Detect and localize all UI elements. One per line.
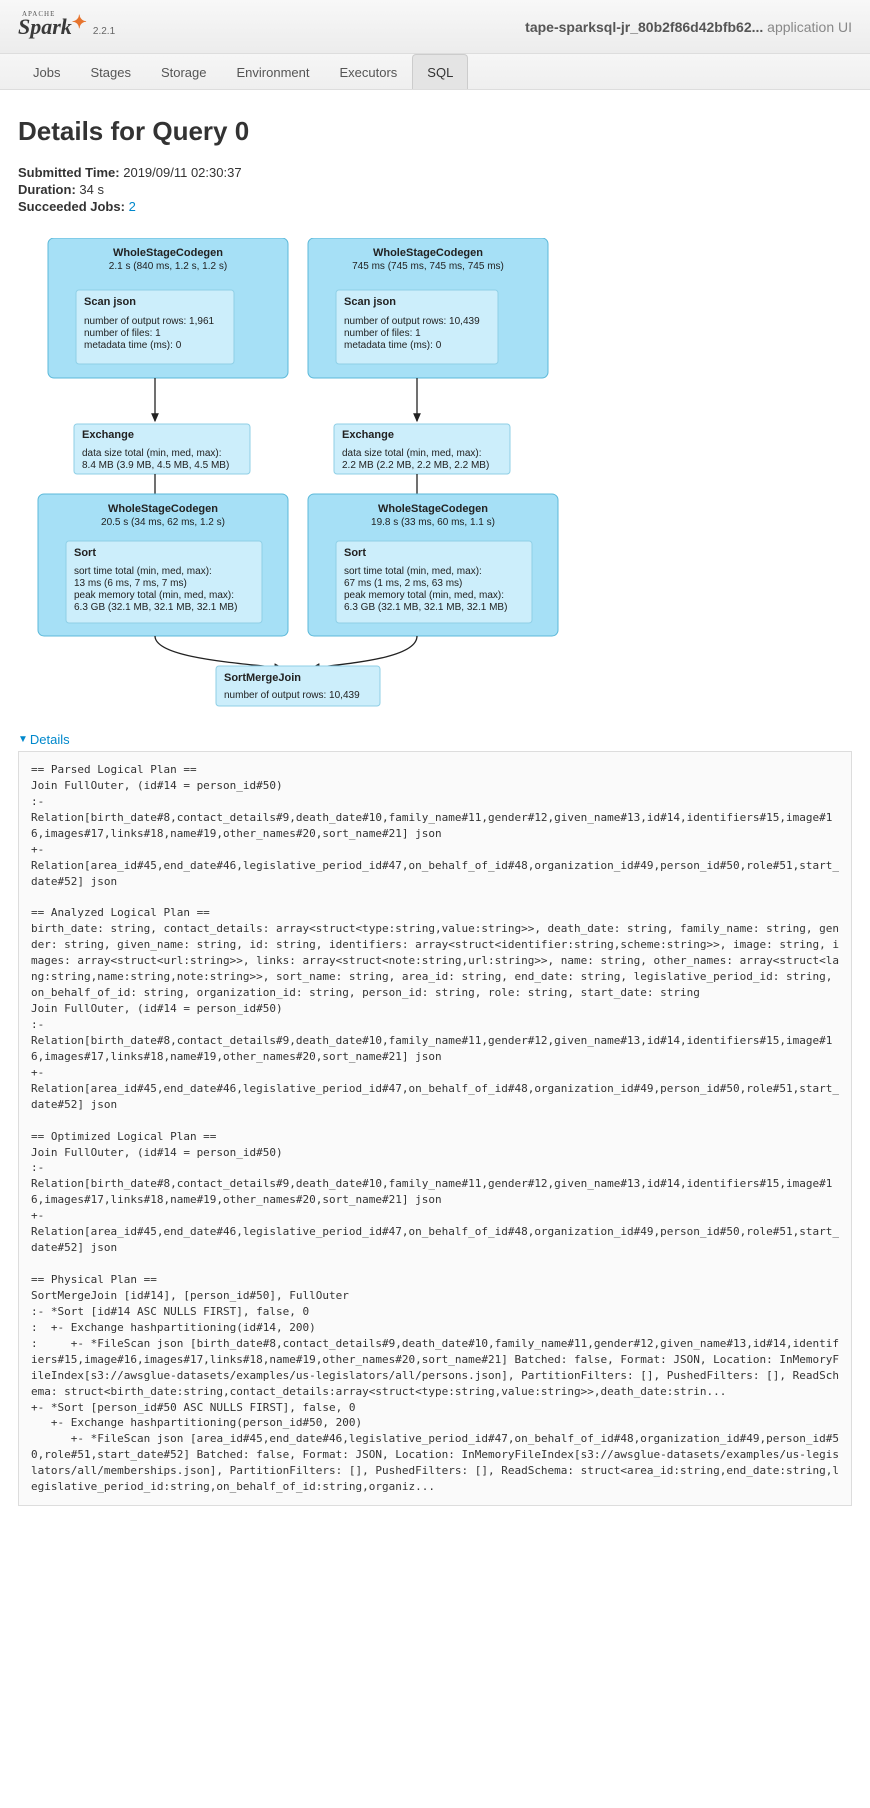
svg-text:WholeStageCodegen: WholeStageCodegen (378, 503, 488, 515)
meta-succeeded: Succeeded Jobs: 2 (18, 199, 852, 214)
dag-node-wsc-left-bottom[interactable]: WholeStageCodegen 20.5 s (34 ms, 62 ms, … (38, 494, 288, 636)
svg-text:Sort: Sort (74, 547, 96, 559)
svg-text:19.8 s (33 ms, 60 ms, 1.1 s): 19.8 s (33 ms, 60 ms, 1.1 s) (371, 517, 495, 528)
dag-node-wsc-left-top[interactable]: WholeStageCodegen 2.1 s (840 ms, 1.2 s, … (48, 238, 288, 378)
svg-text:Exchange: Exchange (342, 429, 394, 441)
svg-text:sort time total (min, med, max: sort time total (min, med, max): (344, 566, 482, 577)
svg-text:6.3 GB (32.1 MB, 32.1 MB, 32.1: 6.3 GB (32.1 MB, 32.1 MB, 32.1 MB) (74, 602, 237, 613)
dag-node-wsc-right-bottom[interactable]: WholeStageCodegen 19.8 s (33 ms, 60 ms, … (308, 494, 558, 636)
meta-duration: Duration: 34 s (18, 182, 852, 197)
svg-text:number of files: 1: number of files: 1 (84, 328, 161, 339)
spark-logo[interactable]: APACHE Spark✦ 2.2.1 (18, 14, 115, 40)
page-content: Details for Query 0 Submitted Time: 2019… (0, 90, 870, 1524)
svg-text:20.5 s (34 ms, 62 ms, 1.2 s): 20.5 s (34 ms, 62 ms, 1.2 s) (101, 517, 225, 528)
svg-text:Sort: Sort (344, 547, 366, 559)
plan-text: == Parsed Logical Plan == Join FullOuter… (18, 751, 852, 1506)
dag-node-sortmergejoin[interactable]: SortMergeJoin number of output rows: 10,… (216, 666, 380, 706)
svg-text:number of output rows: 10,439: number of output rows: 10,439 (224, 690, 360, 701)
svg-text:Scan json: Scan json (344, 296, 396, 308)
tab-stages[interactable]: Stages (75, 54, 145, 89)
query-dag: WholeStageCodegen 2.1 s (840 ms, 1.2 s, … (18, 238, 852, 718)
svg-text:number of output rows: 1,961: number of output rows: 1,961 (84, 316, 215, 327)
tab-jobs[interactable]: Jobs (18, 54, 75, 89)
dag-node-exchange-right[interactable]: Exchange data size total (min, med, max)… (334, 424, 510, 474)
caret-down-icon: ▼ (18, 734, 28, 745)
meta-submitted: Submitted Time: 2019/09/11 02:30:37 (18, 165, 852, 180)
svg-text:data size total (min, med, max: data size total (min, med, max): (342, 448, 482, 459)
svg-text:metadata time (ms): 0: metadata time (ms): 0 (84, 340, 182, 351)
page-title: Details for Query 0 (18, 116, 852, 147)
spark-version: 2.2.1 (93, 26, 115, 37)
dag-node-wsc-right-top[interactable]: WholeStageCodegen 745 ms (745 ms, 745 ms… (308, 238, 548, 378)
svg-text:SortMergeJoin: SortMergeJoin (224, 672, 301, 684)
svg-text:WholeStageCodegen: WholeStageCodegen (113, 247, 223, 259)
svg-text:WholeStageCodegen: WholeStageCodegen (373, 247, 483, 259)
svg-text:data size total (min, med, max: data size total (min, med, max): (82, 448, 222, 459)
svg-text:2.2 MB (2.2 MB, 2.2 MB, 2.2 MB: 2.2 MB (2.2 MB, 2.2 MB, 2.2 MB) (342, 460, 489, 471)
svg-text:8.4 MB (3.9 MB, 4.5 MB, 4.5 MB: 8.4 MB (3.9 MB, 4.5 MB, 4.5 MB) (82, 460, 229, 471)
tab-executors[interactable]: Executors (324, 54, 412, 89)
tab-sql[interactable]: SQL (412, 54, 468, 89)
svg-text:sort time total (min, med, max: sort time total (min, med, max): (74, 566, 212, 577)
tab-environment[interactable]: Environment (222, 54, 325, 89)
dag-node-exchange-left[interactable]: Exchange data size total (min, med, max)… (74, 424, 250, 474)
svg-text:2.1 s (840 ms, 1.2 s, 1.2 s): 2.1 s (840 ms, 1.2 s, 1.2 s) (109, 261, 227, 272)
svg-text:67 ms (1 ms, 2 ms, 63 ms): 67 ms (1 ms, 2 ms, 63 ms) (344, 578, 462, 589)
spark-star-icon: ✦ (72, 12, 87, 32)
details-toggle[interactable]: ▼ Details (18, 732, 70, 747)
header-bar: APACHE Spark✦ 2.2.1 tape-sparksql-jr_80b… (0, 0, 870, 54)
nav-tabs: Jobs Stages Storage Environment Executor… (0, 54, 870, 90)
svg-text:6.3 GB (32.1 MB, 32.1 MB, 32.1: 6.3 GB (32.1 MB, 32.1 MB, 32.1 MB) (344, 602, 507, 613)
svg-text:Scan json: Scan json (84, 296, 136, 308)
svg-text:number of output rows: 10,439: number of output rows: 10,439 (344, 316, 480, 327)
tab-storage[interactable]: Storage (146, 54, 222, 89)
svg-text:Exchange: Exchange (82, 429, 134, 441)
logo-mark: APACHE Spark✦ (18, 14, 87, 40)
app-title: tape-sparksql-jr_80b2f86d42bfb62... appl… (525, 19, 852, 35)
succeeded-jobs-link[interactable]: 2 (129, 199, 136, 214)
svg-text:peak memory total (min, med, m: peak memory total (min, med, max): (74, 590, 234, 601)
svg-text:number of files: 1: number of files: 1 (344, 328, 421, 339)
svg-text:745 ms (745 ms, 745 ms, 745 ms: 745 ms (745 ms, 745 ms, 745 ms) (352, 261, 504, 272)
svg-text:peak memory total (min, med, m: peak memory total (min, med, max): (344, 590, 504, 601)
svg-text:13 ms (6 ms, 7 ms, 7 ms): 13 ms (6 ms, 7 ms, 7 ms) (74, 578, 187, 589)
svg-text:WholeStageCodegen: WholeStageCodegen (108, 503, 218, 515)
svg-text:metadata time (ms): 0: metadata time (ms): 0 (344, 340, 442, 351)
